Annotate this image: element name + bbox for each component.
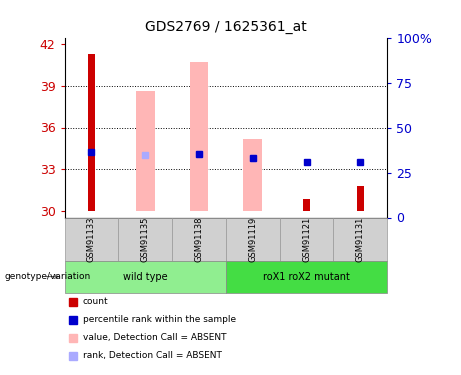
Text: rank, Detection Call = ABSENT: rank, Detection Call = ABSENT	[83, 351, 222, 360]
Bar	[88, 54, 95, 211]
Text: GSM91119: GSM91119	[248, 216, 257, 262]
Text: GSM91138: GSM91138	[195, 216, 203, 262]
Text: count: count	[83, 297, 109, 306]
Bar	[243, 139, 262, 211]
Text: genotype/variation: genotype/variation	[5, 272, 91, 281]
Bar	[303, 200, 310, 211]
Title: GDS2769 / 1625361_at: GDS2769 / 1625361_at	[145, 20, 307, 34]
Text: wild type: wild type	[123, 272, 167, 282]
Text: roX1 roX2 mutant: roX1 roX2 mutant	[263, 272, 350, 282]
Text: percentile rank within the sample: percentile rank within the sample	[83, 315, 236, 324]
Text: GSM91131: GSM91131	[356, 216, 365, 262]
Text: GSM91133: GSM91133	[87, 216, 96, 262]
Bar	[136, 92, 154, 211]
Text: GSM91121: GSM91121	[302, 216, 311, 262]
Text: value, Detection Call = ABSENT: value, Detection Call = ABSENT	[83, 333, 226, 342]
Bar	[357, 186, 364, 211]
Text: GSM91135: GSM91135	[141, 216, 150, 262]
Bar	[189, 62, 208, 211]
